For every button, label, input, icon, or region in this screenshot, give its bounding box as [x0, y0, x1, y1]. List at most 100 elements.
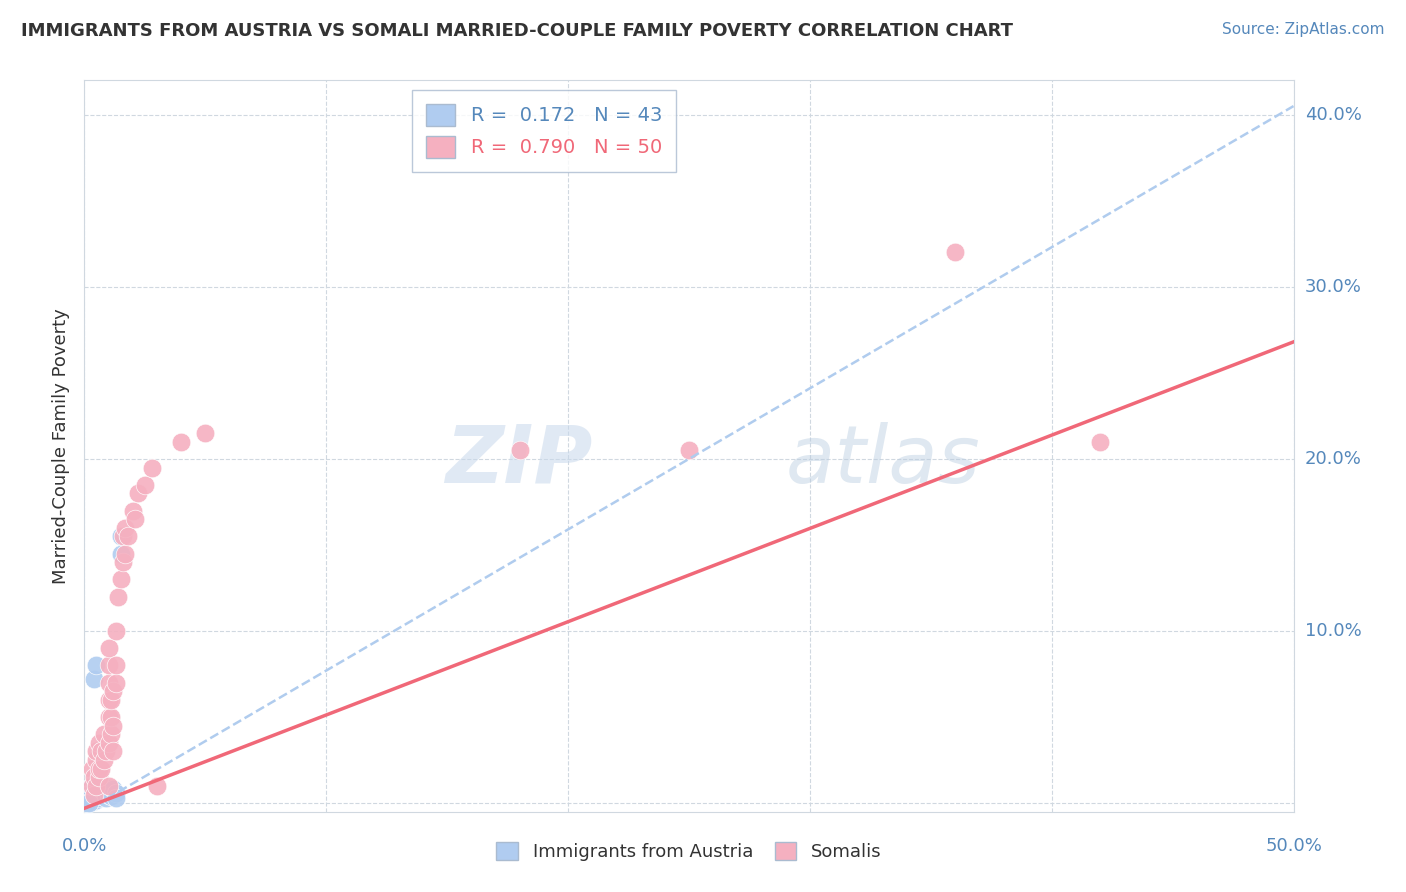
Point — [110, 547, 132, 561]
Point — [146, 779, 169, 793]
Point — [83, 788, 105, 802]
Point — [93, 784, 115, 798]
Point — [87, 782, 110, 797]
Point — [86, 780, 108, 795]
Point — [100, 784, 122, 798]
Point — [104, 658, 127, 673]
Point — [100, 727, 122, 741]
Text: 0.0%: 0.0% — [62, 837, 107, 855]
Point — [97, 675, 120, 690]
Point — [194, 426, 217, 441]
Text: ZIP: ZIP — [444, 422, 592, 500]
Point — [76, 796, 98, 810]
Point — [80, 762, 103, 776]
Point — [83, 788, 105, 802]
Point — [90, 762, 112, 776]
Point — [103, 782, 125, 797]
Point — [93, 727, 115, 741]
Point — [97, 780, 120, 795]
Point — [86, 744, 108, 758]
Point — [93, 788, 115, 802]
Point — [94, 782, 117, 797]
Text: 50.0%: 50.0% — [1265, 837, 1322, 855]
Point — [86, 658, 108, 673]
Point — [80, 789, 103, 804]
Point — [104, 675, 127, 690]
Point — [97, 658, 120, 673]
Text: 20.0%: 20.0% — [1305, 450, 1361, 468]
Point — [94, 744, 117, 758]
Point — [86, 753, 108, 767]
Text: 10.0%: 10.0% — [1305, 622, 1361, 640]
Y-axis label: Married-Couple Family Poverty: Married-Couple Family Poverty — [52, 308, 70, 584]
Point — [86, 779, 108, 793]
Point — [110, 573, 132, 587]
Point — [87, 791, 110, 805]
Point — [103, 719, 125, 733]
Point — [112, 529, 135, 543]
Point — [117, 529, 139, 543]
Point — [80, 792, 103, 806]
Point — [100, 693, 122, 707]
Point — [103, 684, 125, 698]
Point — [90, 786, 112, 800]
Point — [134, 477, 156, 491]
Point — [114, 547, 136, 561]
Point — [86, 792, 108, 806]
Point — [77, 796, 100, 810]
Point — [943, 245, 966, 260]
Point — [83, 672, 105, 686]
Point — [76, 782, 98, 797]
Point — [104, 791, 127, 805]
Text: 30.0%: 30.0% — [1305, 277, 1361, 296]
Point — [112, 555, 135, 569]
Point — [103, 744, 125, 758]
Point — [97, 693, 120, 707]
Point — [121, 503, 143, 517]
Point — [107, 590, 129, 604]
Point — [86, 786, 108, 800]
Text: Source: ZipAtlas.com: Source: ZipAtlas.com — [1222, 22, 1385, 37]
Point — [97, 710, 120, 724]
Point — [97, 736, 120, 750]
Point — [87, 762, 110, 776]
Point — [114, 521, 136, 535]
Point — [76, 794, 98, 808]
Point — [94, 791, 117, 805]
Point — [100, 710, 122, 724]
Point — [90, 744, 112, 758]
Point — [83, 794, 105, 808]
Point — [124, 512, 146, 526]
Point — [170, 434, 193, 449]
Legend: Immigrants from Austria, Somalis: Immigrants from Austria, Somalis — [489, 835, 889, 869]
Point — [77, 786, 100, 800]
Point — [76, 788, 98, 802]
Point — [141, 460, 163, 475]
Point — [80, 791, 103, 805]
Text: atlas: atlas — [786, 422, 980, 500]
Point — [76, 791, 98, 805]
Point — [83, 780, 105, 795]
Point — [77, 794, 100, 808]
Point — [83, 791, 105, 805]
Point — [80, 784, 103, 798]
Point — [97, 788, 120, 802]
Point — [87, 736, 110, 750]
Point — [77, 792, 100, 806]
Text: 40.0%: 40.0% — [1305, 105, 1361, 124]
Point — [97, 779, 120, 793]
Point — [87, 788, 110, 802]
Point — [77, 782, 100, 797]
Point — [93, 753, 115, 767]
Point — [73, 794, 96, 808]
Point — [509, 443, 531, 458]
Text: IMMIGRANTS FROM AUSTRIA VS SOMALI MARRIED-COUPLE FAMILY POVERTY CORRELATION CHAR: IMMIGRANTS FROM AUSTRIA VS SOMALI MARRIE… — [21, 22, 1014, 40]
Point — [80, 779, 103, 793]
Point — [104, 786, 127, 800]
Point — [87, 770, 110, 784]
Point — [83, 770, 105, 784]
Point — [86, 789, 108, 804]
Point — [678, 443, 700, 458]
Point — [110, 529, 132, 543]
Point — [1088, 434, 1111, 449]
